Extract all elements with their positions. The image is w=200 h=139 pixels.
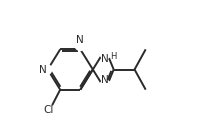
Text: H: H	[109, 53, 116, 61]
Circle shape	[43, 105, 53, 115]
Circle shape	[41, 64, 51, 75]
Circle shape	[75, 40, 85, 50]
Text: N: N	[76, 35, 84, 45]
Circle shape	[100, 80, 110, 91]
Text: N: N	[38, 64, 46, 75]
Text: N: N	[101, 54, 109, 64]
Circle shape	[100, 48, 110, 59]
Text: N: N	[101, 75, 109, 85]
Text: Cl: Cl	[43, 105, 53, 115]
